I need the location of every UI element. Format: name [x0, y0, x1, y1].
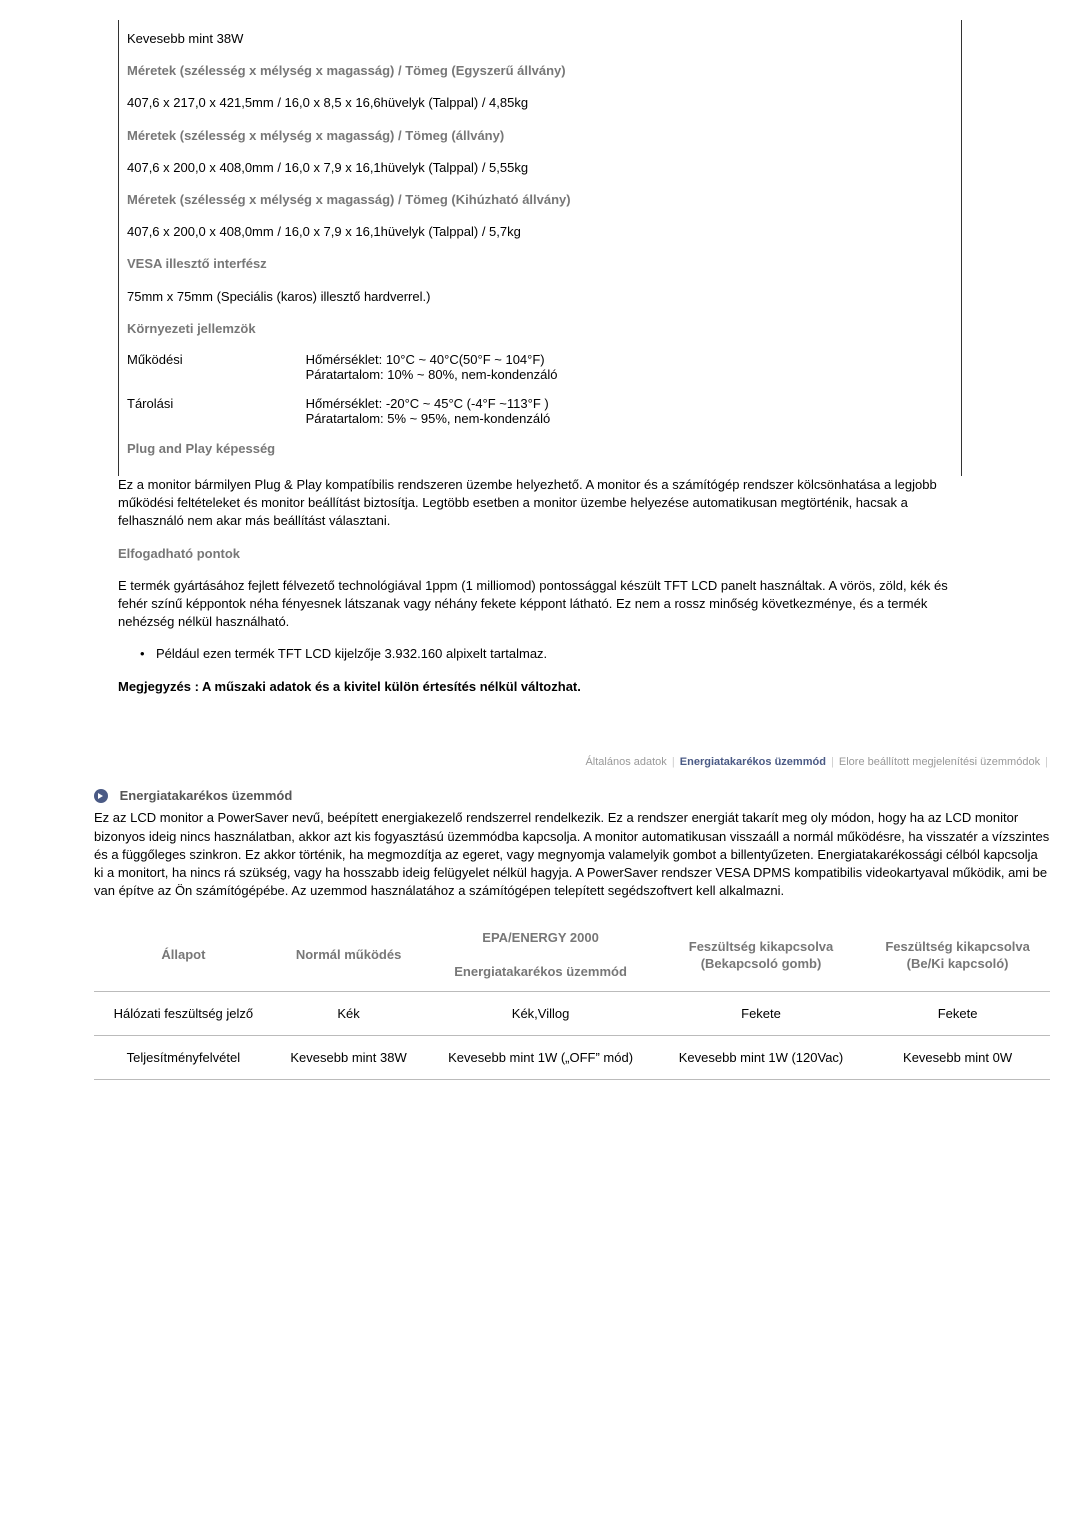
- cell: Kék,Villog: [424, 991, 657, 1035]
- dim-ext-value: 407,6 x 200,0 x 408,0mm / 16,0 x 7,9 x 1…: [127, 223, 953, 241]
- env-op-hum: Páratartalom: 10% ~ 80%, nem-kondenzáló: [306, 367, 558, 382]
- dim-ext-label: Méretek (szélesség x mélység x magasság)…: [127, 191, 953, 209]
- tab-sep: |: [1043, 756, 1050, 768]
- th-state: Állapot: [94, 920, 273, 991]
- env-st-hum: Páratartalom: 5% ~ 95%, nem-kondenzáló: [306, 411, 551, 426]
- cell: Kevesebb mint 1W (120Vac): [657, 1035, 865, 1079]
- cell: Fekete: [865, 991, 1050, 1035]
- cell: Fekete: [657, 991, 865, 1035]
- env-op-label: Működési: [127, 352, 302, 367]
- tab-preset[interactable]: Elore beállított megjelenítési üzemmódok: [839, 756, 1040, 768]
- dim-simple-value: 407,6 x 217,0 x 421,5mm / 16,0 x 8,5 x 1…: [127, 94, 953, 112]
- tab-general[interactable]: Általános adatok: [585, 756, 666, 768]
- table-row: Hálózati feszültség jelző Kék Kék,Villog…: [94, 991, 1050, 1035]
- tab-energy[interactable]: Energiatakarékos üzemmód: [680, 756, 826, 768]
- dim-simple-label: Méretek (szélesség x mélység x magasság)…: [127, 62, 953, 80]
- tab-sep: |: [670, 756, 677, 768]
- cell: Kék: [273, 991, 425, 1035]
- notes: Ez a monitor bármilyen Plug & Play kompa…: [118, 476, 962, 696]
- th-off-sw: Feszültség kikapcsolva (Be/Ki kapcsoló): [865, 920, 1050, 991]
- vesa-label: VESA illesztő interfész: [127, 255, 953, 273]
- spec-box: Kevesebb mint 38W Méretek (szélesség x m…: [118, 20, 962, 476]
- dim-stand-label: Méretek (szélesség x mélység x magasság)…: [127, 127, 953, 145]
- energy-section: Energiatakarékos üzemmód Ez az LCD monit…: [94, 788, 1050, 1080]
- env-storage: Tárolási Hőmérséklet: -20°C ~ 45°C (-4°F…: [127, 396, 953, 426]
- play-icon: [94, 789, 108, 803]
- dots-bullet: Például ezen termék TFT LCD kijelzője 3.…: [156, 645, 962, 663]
- pnp-text: Ez a monitor bármilyen Plug & Play kompa…: [118, 476, 962, 531]
- env-label: Környezeti jellemzök: [127, 320, 953, 338]
- th-normal: Normál működés: [273, 920, 425, 991]
- tab-bar: Általános adatok | Energiatakarékos üzem…: [0, 756, 1050, 768]
- energy-title: Energiatakarékos üzemmód: [120, 788, 293, 803]
- dim-stand-value: 407,6 x 200,0 x 408,0mm / 16,0 x 7,9 x 1…: [127, 159, 953, 177]
- cell: Hálózati feszültség jelző: [94, 991, 273, 1035]
- env-st-label: Tárolási: [127, 396, 302, 411]
- th-off-btn: Feszültség kikapcsolva (Bekapcsoló gomb): [657, 920, 865, 991]
- table-row: Teljesítményfelvétel Kevesebb mint 38W K…: [94, 1035, 1050, 1079]
- env-operating: Működési Hőmérséklet: 10°C ~ 40°C(50°F ~…: [127, 352, 953, 382]
- dots-text: E termék gyártásához fejlett félvezető t…: [118, 577, 962, 632]
- cell: Kevesebb mint 0W: [865, 1035, 1050, 1079]
- vesa-value: 75mm x 75mm (Speciális (karos) illesztő …: [127, 288, 953, 306]
- cell: Kevesebb mint 38W: [273, 1035, 425, 1079]
- cell: Teljesítményfelvétel: [94, 1035, 273, 1079]
- disclaimer: Megjegyzés : A műszaki adatok és a kivit…: [118, 678, 962, 696]
- dots-label: Elfogadható pontok: [118, 545, 962, 563]
- pnp-label: Plug and Play képesség: [127, 440, 953, 458]
- energy-body: Ez az LCD monitor a PowerSaver nevű, beé…: [94, 809, 1050, 900]
- tab-sep: |: [829, 756, 836, 768]
- th-epa: EPA/ENERGY 2000 Energiatakarékos üzemmód: [424, 920, 657, 991]
- cell: Kevesebb mint 1W („OFF” mód): [424, 1035, 657, 1079]
- env-op-temp: Hőmérséklet: 10°C ~ 40°C(50°F ~ 104°F): [306, 352, 545, 367]
- env-st-temp: Hőmérséklet: -20°C ~ 45°C (-4°F ~113°F ): [306, 396, 549, 411]
- power-value: Kevesebb mint 38W: [127, 30, 953, 48]
- energy-table: Állapot Normál működés EPA/ENERGY 2000 E…: [94, 920, 1050, 1080]
